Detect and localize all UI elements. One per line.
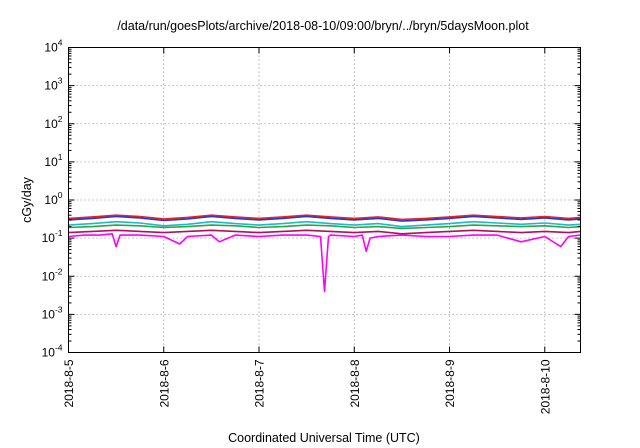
series-line-1 <box>68 214 581 221</box>
y-tick-label: 10-4 <box>42 343 63 360</box>
x-tick-label: 2018-8-8 <box>348 359 362 407</box>
y-tick-label: 103 <box>44 76 62 93</box>
x-tick-label: 2018-8-10 <box>538 359 552 414</box>
y-tick-label: 10-2 <box>42 266 63 283</box>
x-tick-label: 2018-8-7 <box>253 359 267 407</box>
x-tick-label: 2018-8-9 <box>443 359 457 407</box>
chart-title: /data/run/goesPlots/archive/2018-08-10/0… <box>117 19 529 33</box>
series-line-5 <box>68 229 581 235</box>
x-axis-label: Coordinated Universal Time (UTC) <box>228 431 420 445</box>
y-axis: 10-4 10-3 10-2 10-1 100 101 102 103 104 <box>42 38 581 360</box>
y-tick-label: 100 <box>44 190 62 207</box>
y-axis-label: cGy/day <box>20 176 34 223</box>
x-tick-label: 2018-8-6 <box>157 359 171 407</box>
x-tick-label: 2018-8-5 <box>62 359 76 407</box>
grid-lines <box>68 47 581 353</box>
series-layer <box>68 214 581 293</box>
series-line-6 <box>68 233 581 293</box>
x-axis: 2018-8-5 2018-8-6 2018-8-7 2018-8-8 2018-8-9… <box>62 47 552 414</box>
y-tick-label: 102 <box>44 114 62 131</box>
y-tick-label: 10-3 <box>42 304 63 321</box>
y-tick-label: 101 <box>44 152 62 169</box>
series-line-4 <box>68 224 581 230</box>
series-line-3 <box>68 220 581 228</box>
y-tick-label: 10-1 <box>42 228 63 245</box>
series-line-2 <box>68 215 581 222</box>
y-tick-label: 104 <box>44 38 62 55</box>
